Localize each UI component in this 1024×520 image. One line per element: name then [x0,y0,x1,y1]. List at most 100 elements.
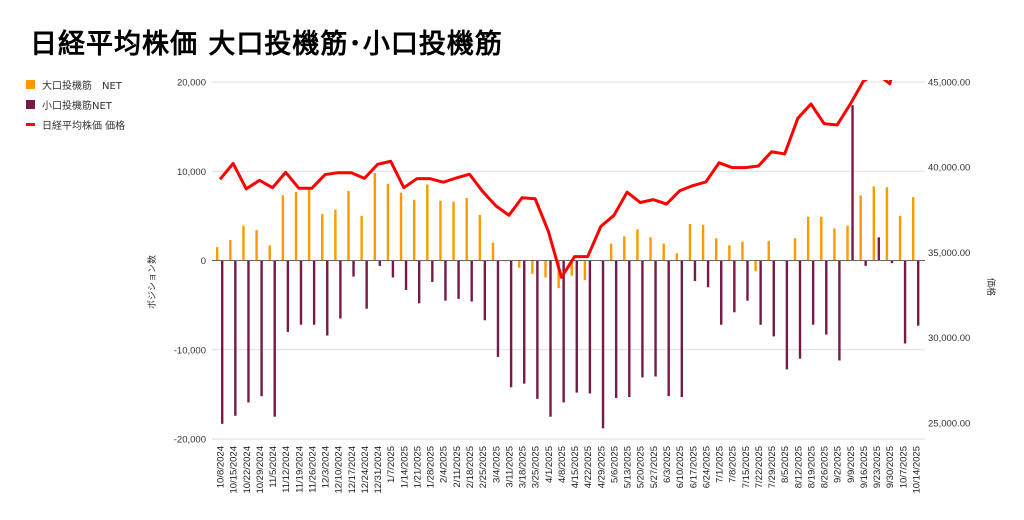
bar-large-speculators [793,238,797,261]
bar-large-speculators [321,214,324,261]
bar-large-speculators [728,245,731,261]
x-tick-label: 4/15/2025 [570,446,581,488]
legend-item-nikkei-price: 日経平均株価 価格 [26,114,125,134]
bar-small-speculators [234,260,237,416]
x-tick-label: 1/21/2025 [412,446,423,488]
y2-tick-label: 25,000.00 [928,418,970,429]
bar-small-speculators [378,260,381,266]
bar-large-speculators [478,214,482,261]
bar-small-speculators [903,260,907,344]
bar-small-speculators [470,260,473,302]
x-tick-label: 10/29/2024 [255,446,266,494]
y-tick-label: -20,000 [174,435,206,446]
x-tick-label: 12/10/2024 [334,446,345,494]
x-tick-label: 1/7/2025 [386,446,397,483]
legend-item-small-speculators: 小口投機筋NET [26,94,125,114]
x-tick-label: 1/28/2025 [426,446,437,488]
bar-small-speculators [811,260,815,325]
bar-small-speculators [667,260,670,397]
y2-axis-label: 価格 [986,278,997,296]
bar-small-speculators [693,260,697,282]
bar-large-speculators [294,191,298,261]
bar-large-speculators [649,237,652,261]
x-tick-label: 9/9/2025 [846,446,857,483]
x-tick-label: 10/8/2024 [216,446,227,488]
x-tick-label: 7/29/2025 [767,446,778,488]
x-tick-label: 8/5/2025 [780,446,791,483]
x-tick-label: 3/18/2025 [518,446,529,488]
x-tick-label: 9/2/2025 [833,446,844,483]
bar-large-speculators [544,260,547,278]
legend: 大口投機筋 NET 小口投機筋NET 日経平均株価 価格 [26,74,125,134]
y2-tick-label: 45,000.00 [928,78,970,89]
bar-large-speculators [820,216,823,261]
bar-small-speculators [352,260,355,277]
bar-small-speculators [404,260,408,290]
bar-large-speculators [347,190,350,261]
chart-title: 日経平均株価 大口投機筋･小口投機筋 [30,29,503,60]
x-tick-label: 10/15/2024 [229,446,240,494]
bar-small-speculators [601,260,605,429]
bar-large-speculators [242,225,245,261]
x-tick-label: 4/29/2025 [596,446,607,488]
x-tick-label: 3/4/2025 [491,446,502,483]
bar-small-speculators [746,260,749,301]
bar-small-speculators [759,260,762,325]
x-tick-label: 7/1/2025 [715,446,726,483]
bar-small-speculators [785,260,789,370]
bar-small-speculators [851,105,854,261]
y-tick-label: -10,000 [174,345,206,356]
x-tick-label: 10/7/2025 [898,446,909,488]
bar-small-speculators [326,260,329,336]
x-tick-label: 6/3/2025 [662,446,673,483]
x-tick-label: 9/16/2025 [859,446,870,488]
x-tick-label: 2/25/2025 [478,446,489,488]
x-tick-label: 3/25/2025 [531,446,542,488]
bar-small-speculators [825,260,828,335]
x-tick-label: 2/18/2025 [465,446,476,488]
bar-small-speculators [798,260,802,359]
bar-small-speculators [628,260,631,398]
x-tick-label: 7/15/2025 [741,446,752,488]
bar-large-speculators [885,187,889,261]
bar-small-speculators [391,260,395,278]
bar-small-speculators [562,260,565,403]
x-tick-label: 8/12/2025 [793,446,804,488]
x-tick-label: 12/3/2024 [321,446,332,488]
x-tick-label: 12/17/2024 [347,446,358,494]
bar-large-speculators [859,195,862,261]
bar-large-speculators [912,197,915,261]
y2-tick-label: 35,000.00 [928,248,970,259]
bar-large-speculators [898,215,902,261]
x-tick-label: 9/30/2025 [885,446,896,488]
bar-small-speculators [483,260,487,321]
bar-small-speculators [536,260,539,399]
x-tick-label: 9/23/2025 [872,446,883,488]
bar-large-speculators [452,201,455,261]
bar-large-speculators [399,192,403,261]
bar-small-speculators [365,260,368,309]
x-tick-label: 11/12/2024 [281,446,292,493]
bar-large-speculators [255,230,258,261]
bar-large-speculators [491,242,495,261]
bar-small-speculators [706,260,710,288]
x-tick-label: 4/8/2025 [557,446,568,483]
bar-large-speculators [846,225,849,261]
x-tick-label: 6/17/2025 [688,446,699,488]
bar-large-speculators [767,240,770,261]
bar-large-speculators [216,247,219,261]
legend-label: 小口投機筋NET [42,100,112,112]
bar-large-speculators [334,209,337,261]
bar-small-speculators [890,260,894,264]
y-tick-label: 10,000 [177,167,206,178]
x-tick-label: 2/4/2025 [439,446,450,483]
bar-small-speculators [509,260,513,388]
y-tick-label: 20,000 [177,78,206,89]
bar-large-speculators [557,260,560,289]
y-axis-label: ポジション数 [146,255,157,309]
bar-small-speculators [444,260,447,301]
price-line [218,80,893,279]
bar-large-speculators [386,183,390,261]
bar-small-speculators [431,260,434,282]
x-tick-label: 10/14/2025 [912,446,923,494]
